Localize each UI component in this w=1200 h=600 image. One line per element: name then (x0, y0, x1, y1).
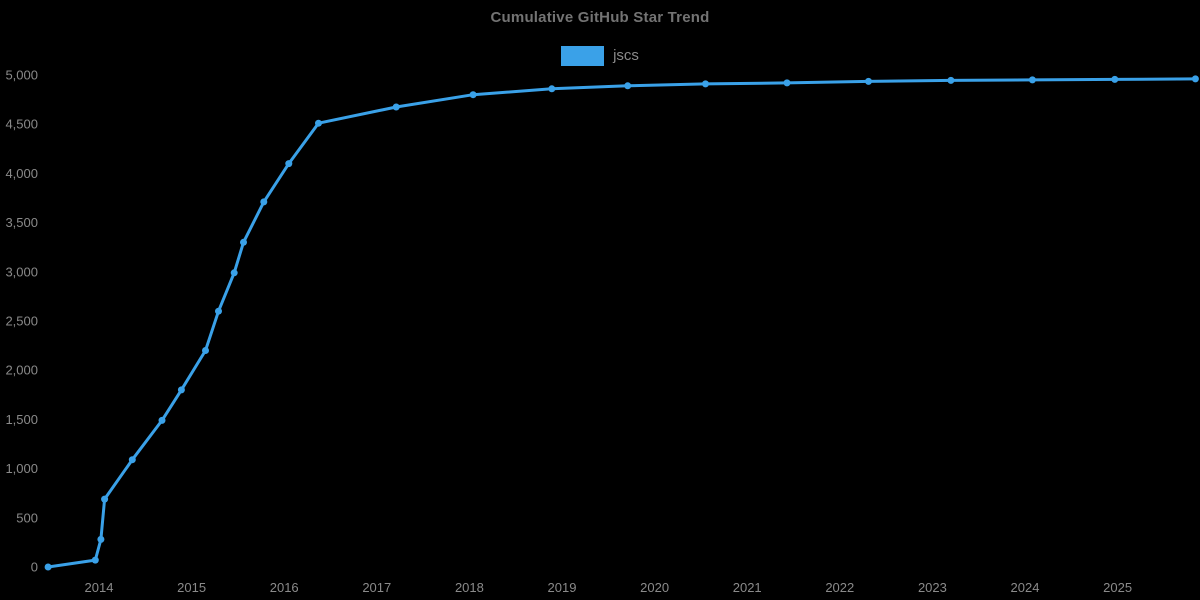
data-point-marker[interactable] (548, 85, 556, 93)
data-point-marker[interactable] (44, 563, 52, 571)
x-tick-label: 2020 (640, 580, 669, 595)
data-point-marker[interactable] (97, 535, 105, 543)
y-tick-label: 3,500 (5, 215, 38, 230)
x-tick-label: 2025 (1103, 580, 1132, 595)
data-point-marker[interactable] (947, 76, 955, 84)
x-tick-label: 2016 (270, 580, 299, 595)
data-point-marker[interactable] (101, 495, 109, 503)
data-point-marker[interactable] (702, 80, 709, 88)
y-tick-label: 3,000 (5, 264, 38, 279)
x-tick-label: 2022 (825, 580, 854, 595)
data-point-marker[interactable] (260, 198, 268, 206)
y-tick-label: 4,500 (5, 117, 38, 132)
data-point-marker[interactable] (783, 79, 791, 87)
x-tick-label: 2021 (733, 580, 762, 595)
y-tick-label: 1,000 (5, 461, 38, 476)
series-line (46, 77, 1197, 569)
data-point-marker[interactable] (230, 269, 238, 277)
y-tick-label: 2,500 (5, 314, 38, 329)
data-point-marker[interactable] (202, 347, 209, 354)
x-tick-label: 2024 (1011, 580, 1040, 595)
legend-label: jscs (613, 47, 639, 64)
legend[interactable]: jscs (0, 46, 1200, 66)
x-tick-label: 2018 (455, 580, 484, 595)
data-point-marker[interactable] (128, 456, 136, 464)
data-point-marker[interactable] (624, 82, 632, 90)
data-point-marker[interactable] (177, 386, 185, 394)
data-point-marker[interactable] (392, 103, 400, 111)
data-point-marker[interactable] (469, 91, 477, 99)
y-tick-label: 500 (16, 510, 38, 525)
x-tick-label: 2019 (548, 580, 577, 595)
data-point-marker[interactable] (158, 416, 166, 424)
data-point-marker[interactable] (285, 160, 293, 168)
data-point-marker[interactable] (1111, 75, 1119, 83)
data-point-marker[interactable] (240, 238, 247, 246)
x-tick-label: 2023 (918, 580, 947, 595)
y-tick-label: 1,500 (5, 412, 38, 427)
y-tick-label: 0 (31, 560, 38, 575)
data-point-marker[interactable] (865, 77, 872, 85)
y-tick-label: 4,000 (5, 166, 38, 181)
y-tick-label: 2,000 (5, 363, 38, 378)
data-point-marker[interactable] (1028, 76, 1036, 84)
data-point-marker[interactable] (91, 556, 99, 564)
data-point-marker[interactable] (1191, 75, 1199, 83)
x-tick-label: 2015 (177, 580, 206, 595)
data-point-marker[interactable] (315, 119, 322, 127)
x-tick-label: 2014 (85, 580, 114, 595)
x-tick-label: 2017 (362, 580, 391, 595)
chart-title: Cumulative GitHub Star Trend (490, 9, 710, 26)
data-point-marker[interactable] (215, 307, 222, 315)
legend-swatch-icon (561, 46, 605, 66)
y-tick-label: 5,000 (5, 68, 38, 83)
